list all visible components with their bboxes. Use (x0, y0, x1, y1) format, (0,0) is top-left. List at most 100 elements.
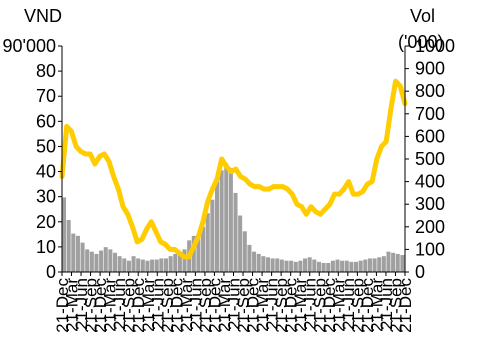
volume-bar (228, 168, 233, 272)
x-axis: 21-Dec21-Mar21-Jun21-Sep21-Dec21-Mar21-J… (53, 271, 415, 333)
right-axis-tick-label: 0 (415, 262, 425, 282)
x-axis-tick-label: 21-Dec (205, 278, 224, 333)
volume-bar (122, 258, 127, 272)
volume-bar (99, 250, 104, 272)
right-axis-tick-label: 700 (415, 104, 445, 124)
x-axis-tick-label: 21-Mar (63, 278, 82, 332)
x-axis-tick-label: 21-Sep (348, 278, 367, 333)
volume-bar (312, 259, 317, 272)
volume-bar (196, 233, 201, 272)
left-axis-tick-label: 90'000 (3, 36, 57, 56)
volume-bar (154, 259, 159, 272)
volume-bar (381, 256, 386, 272)
x-axis-tick-label: 21-Dec (167, 278, 186, 333)
volume-bar (224, 163, 229, 272)
volume-bar (85, 249, 90, 272)
volume-bar (275, 258, 280, 272)
x-axis-tick-label: 21-Jun (339, 278, 358, 330)
volume-bar (358, 260, 363, 272)
left-axis: 0 10 20 30 40 50 60 70 80 90'000 (3, 36, 63, 282)
x-axis-tick-label: 21-Dec (282, 278, 301, 333)
price-line (59, 78, 408, 260)
right-axis-tick-label: 300 (415, 194, 445, 214)
volume-bar (344, 260, 349, 272)
x-axis-tick-label: 21-Mar (215, 278, 234, 332)
volume-bar (256, 253, 261, 272)
right-axis-unit-label: Vol (410, 6, 435, 26)
volume-bar (182, 249, 187, 272)
volume-bar (75, 235, 80, 272)
right-axis-tick-label: 600 (415, 126, 445, 146)
volume-bar (201, 226, 206, 272)
volume-bar (326, 262, 331, 272)
volume-bar (298, 260, 303, 272)
volume-bar (173, 253, 178, 272)
volume-bar (159, 258, 164, 272)
volume-bar (307, 257, 312, 272)
x-axis-tick-label: 21-Mar (101, 278, 120, 332)
volume-bar (279, 259, 284, 272)
left-axis-unit-label: VND (24, 6, 62, 26)
x-axis-tick-label: 21-Dec (244, 278, 263, 333)
x-axis-tick-label: 21-Jun (225, 278, 244, 330)
x-axis-tick-label: 21-Dec (320, 278, 339, 333)
volume-bar (177, 251, 182, 272)
volume-bar (270, 258, 275, 272)
right-axis-tick-label: 800 (415, 81, 445, 101)
x-axis-tick-label: 21-Jun (377, 278, 396, 330)
volume-bar (289, 260, 294, 272)
left-axis-tick-label: 50 (36, 136, 56, 156)
left-axis-tick-label: 10 (36, 237, 56, 257)
x-axis-tick-label: 21-Jun (148, 278, 167, 330)
volume-bar (145, 260, 150, 272)
volume-bar (163, 258, 169, 272)
volume-bar (103, 247, 108, 272)
volume-bar (136, 258, 141, 272)
left-axis-tick-label: 20 (36, 212, 56, 232)
volume-bar (233, 192, 238, 272)
volume-bar (62, 197, 67, 272)
price-line-layer (59, 78, 408, 260)
x-axis-tick-label: 21-Jun (301, 278, 320, 330)
volume-bar (340, 260, 345, 272)
left-axis-tick-label: 40 (36, 162, 56, 182)
x-axis-tick-label: 21-Jun (263, 278, 282, 330)
right-axis-tick-label: 500 (415, 149, 445, 169)
volume-bars (62, 163, 405, 272)
volume-bar (214, 181, 219, 272)
volume-bar (265, 257, 270, 272)
volume-bar (94, 253, 99, 272)
volume-bar (395, 253, 400, 272)
volume-bar (205, 213, 210, 272)
left-axis-tick-label: 60 (36, 111, 56, 131)
volume-bar (191, 235, 196, 272)
left-axis-tick-label: 0 (46, 262, 56, 282)
volume-bar (112, 252, 118, 272)
volume-bar (391, 252, 396, 272)
volume-bar (117, 256, 122, 272)
volume-bar (261, 256, 266, 272)
volume-bar (367, 258, 372, 272)
x-axis-tick-label: 21-Mar (329, 278, 348, 332)
left-axis-tick-label: 70 (36, 86, 56, 106)
x-axis-tick-label: 21-Mar (367, 278, 386, 332)
volume-bar (210, 199, 215, 272)
volume-bar (80, 242, 85, 272)
right-axis-tick-label: 1000 (415, 36, 455, 56)
volume-bar (377, 257, 382, 272)
volume-bar (219, 170, 224, 272)
x-axis-tick-label: 21-Mar (291, 278, 310, 332)
x-axis-tick-label: 21-Dec (53, 278, 72, 333)
volume-bar (108, 249, 113, 272)
left-axis-tick-label: 80 (36, 61, 56, 81)
x-axis-tick-label: 21-Sep (310, 278, 329, 333)
x-axis-tick-label: 21-Dec (129, 278, 148, 333)
volume-bar (321, 262, 326, 272)
volume-bar (349, 261, 354, 272)
volume-bar (140, 259, 145, 272)
volume-bar (372, 258, 377, 272)
x-axis-tick-label: 21-Sep (82, 278, 101, 333)
left-axis-tick-label: 30 (36, 187, 56, 207)
